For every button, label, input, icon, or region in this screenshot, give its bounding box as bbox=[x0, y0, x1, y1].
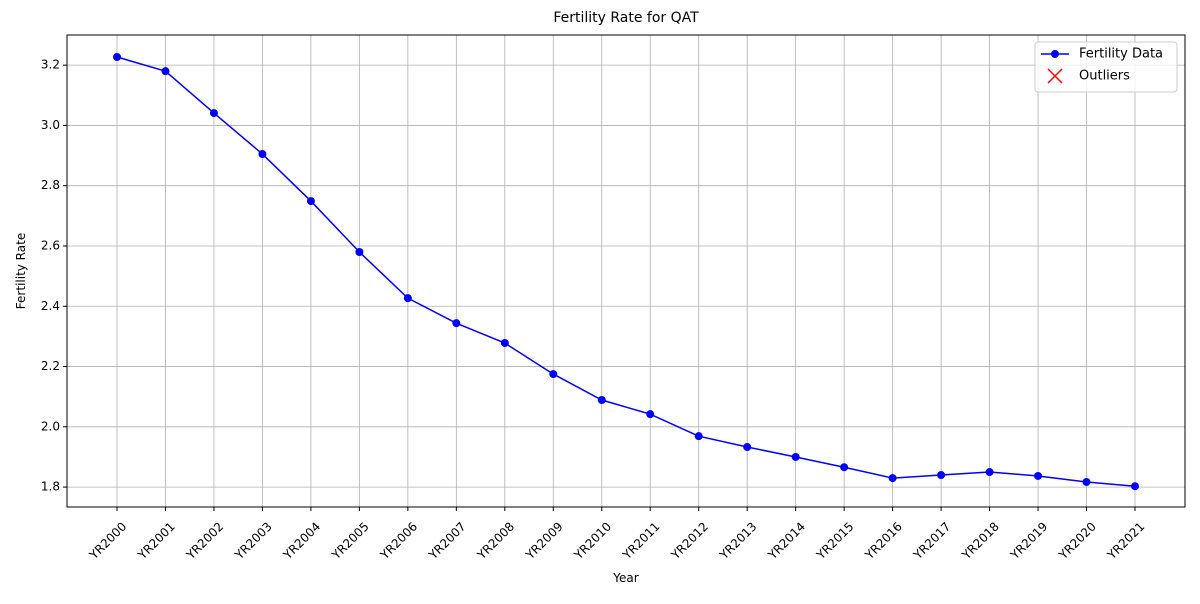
data-point bbox=[209, 109, 218, 118]
x-tick-label: YR2002 bbox=[183, 519, 226, 562]
y-tick-label: 2.4 bbox=[41, 299, 60, 313]
data-point bbox=[694, 432, 703, 441]
x-tick-label: YR2010 bbox=[571, 519, 614, 562]
x-tick-label: YR2014 bbox=[765, 519, 808, 562]
data-point bbox=[1131, 482, 1139, 491]
legend-marker bbox=[1051, 50, 1059, 58]
x-tick-label: YR2004 bbox=[280, 519, 323, 562]
data-point bbox=[597, 396, 606, 405]
data-point bbox=[1034, 471, 1043, 480]
y-tick-label: 2.6 bbox=[41, 238, 60, 252]
x-tick-label: YR2012 bbox=[668, 519, 711, 562]
legend-box bbox=[1034, 41, 1178, 93]
x-tick-label: YR2019 bbox=[1007, 519, 1050, 562]
x-tick-label: YR2005 bbox=[328, 519, 371, 562]
x-tick-label: YR2016 bbox=[862, 519, 905, 562]
x-tick-label: YR2001 bbox=[135, 519, 178, 562]
y-axis-label: Fertility Rate bbox=[14, 233, 28, 309]
data-point bbox=[306, 197, 315, 206]
data-point bbox=[113, 53, 121, 62]
plot-frame bbox=[66, 34, 1186, 508]
x-tick-label: YR2017 bbox=[910, 519, 953, 562]
x-tick-label: YR2009 bbox=[522, 519, 565, 562]
x-tick-label: YR2015 bbox=[813, 519, 856, 562]
data-point bbox=[452, 319, 461, 328]
y-tick-label: 2.2 bbox=[41, 359, 60, 373]
legend-label: Fertility Data bbox=[1079, 47, 1163, 62]
x-tick-label: YR2003 bbox=[231, 519, 274, 562]
data-point bbox=[937, 471, 946, 480]
data-point bbox=[888, 474, 897, 483]
data-point bbox=[161, 67, 170, 76]
data-point bbox=[355, 248, 364, 257]
data-point bbox=[258, 150, 267, 159]
data-point bbox=[985, 468, 994, 477]
data-point bbox=[500, 339, 509, 348]
data-point bbox=[791, 452, 800, 461]
data-point bbox=[840, 463, 849, 472]
data-point bbox=[1082, 477, 1091, 486]
data-point bbox=[403, 294, 412, 303]
legend-label: Outliers bbox=[1079, 69, 1130, 84]
y-tick-label: 3.2 bbox=[41, 58, 60, 72]
x-tick-label: YR2018 bbox=[959, 519, 1002, 562]
data-point bbox=[743, 443, 752, 452]
x-tick-label: YR2021 bbox=[1104, 519, 1147, 562]
y-tick-label: 2.8 bbox=[41, 178, 60, 192]
data-point bbox=[549, 370, 558, 379]
x-tick-label: YR2013 bbox=[716, 519, 759, 562]
legend-marker bbox=[1047, 68, 1063, 84]
series-line bbox=[116, 56, 1136, 487]
chart-title: Fertility Rate for QAT bbox=[553, 10, 699, 26]
y-tick-label: 2.0 bbox=[41, 419, 60, 433]
x-tick-label: YR2011 bbox=[619, 519, 662, 562]
x-tick-label: YR2006 bbox=[377, 519, 420, 562]
data-point bbox=[646, 410, 655, 419]
x-tick-label: YR2000 bbox=[86, 519, 129, 562]
y-tick-label: 1.8 bbox=[41, 480, 60, 494]
x-tick-label: YR2008 bbox=[474, 519, 517, 562]
x-axis-label: Year bbox=[612, 571, 638, 585]
x-tick-label: YR2007 bbox=[425, 519, 468, 562]
y-tick-label: 3.0 bbox=[41, 118, 60, 132]
x-tick-label: YR2020 bbox=[1056, 519, 1099, 562]
